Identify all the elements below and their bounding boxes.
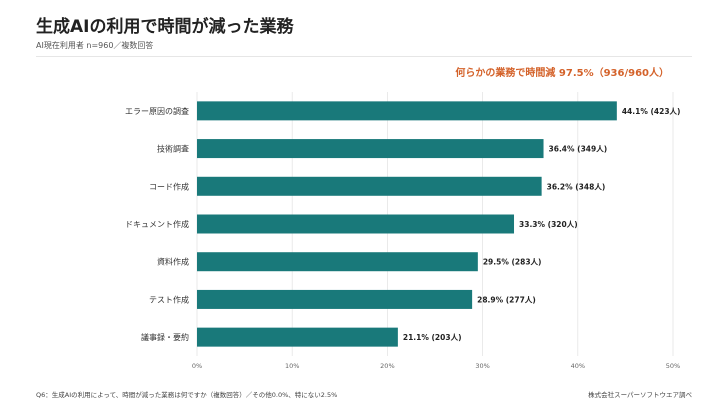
category-label: コード作成 (149, 181, 189, 191)
category-label: 技術調査 (157, 144, 189, 154)
bar (197, 176, 542, 196)
bar-value-label: 44.1% (423人) (622, 107, 681, 116)
bar-value-label: 36.4% (349人) (549, 145, 608, 154)
category-label: 資料作成 (157, 257, 189, 267)
bar (197, 101, 617, 121)
x-tick-label: 30% (475, 362, 489, 370)
survey-question-note: Q6：生成AIの利用によって、時間が減った業務は何ですか（複数回答）／その他0.… (36, 391, 338, 399)
x-tick-label: 20% (380, 362, 394, 370)
bar (197, 252, 478, 272)
category-label: テスト作成 (149, 294, 189, 304)
x-tick-label: 40% (571, 362, 585, 370)
bar-value-label: 21.1% (203人) (403, 333, 462, 342)
chart-title: 生成AIの利用で時間が減った業務 (36, 17, 294, 37)
category-label: 議事録・要約 (141, 332, 189, 342)
bar-value-label: 33.3% (320人) (519, 220, 578, 229)
x-tick-label: 50% (666, 362, 680, 370)
x-tick-label: 10% (285, 362, 299, 370)
bar (197, 289, 473, 309)
bar (197, 214, 515, 234)
source-credit: 株式会社スーパーソフトウエア調べ (588, 391, 692, 399)
x-tick-label: 0% (192, 362, 202, 370)
bar-value-label: 29.5% (283人) (483, 258, 542, 267)
bar-value-label: 36.2% (348人) (547, 182, 606, 191)
summary-callout: 何らかの業務で時間減 97.5%（936/960人） (455, 68, 669, 79)
category-label: ドキュメント作成 (125, 219, 189, 229)
bar (197, 327, 398, 347)
category-label: エラー原因の調査 (125, 106, 189, 116)
bar-value-label: 28.9% (277人) (477, 295, 536, 304)
header-divider (36, 56, 692, 57)
chart-subtitle: AI現在利用者 n=960／複数回答 (36, 41, 154, 50)
bar (197, 139, 544, 159)
